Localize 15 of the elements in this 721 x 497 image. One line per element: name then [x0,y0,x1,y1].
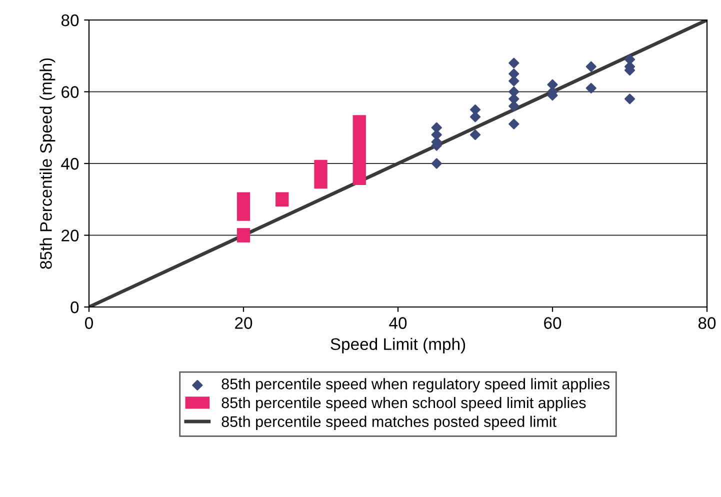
legend-label: 85th percentile speed when school speed limit applies [222,396,586,412]
x-tick-label: 80 [698,317,716,329]
y-tick-label: 60 [62,86,79,98]
x-tick-label: 60 [544,317,562,329]
y-tick-label: 40 [61,158,79,170]
legend-label: 85th percentile speed matches posted speed limit [222,416,556,430]
x-tick-label: 20 [235,317,252,329]
y-tick-label: 80 [61,14,79,26]
x-tick-label: 0 [85,317,93,329]
x-tick-label: 40 [389,317,407,329]
x-axis-title: Speed Limit (mph) [330,338,466,354]
legend-label: 85th percentile speed when regulatory speed limit applies [222,378,610,392]
y-axis-title: 85th Percentile Speed (mph) [40,58,56,269]
y-tick-label: 0 [70,301,79,314]
y-tick-label: 20 [62,230,79,242]
